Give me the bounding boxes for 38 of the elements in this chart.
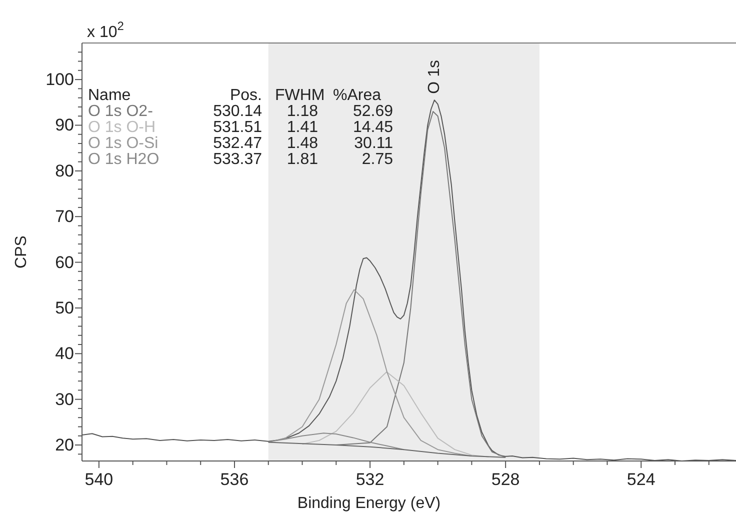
text: O 1s O-Si [88, 135, 158, 152]
annotation: 1.41 [286, 119, 318, 136]
y-tick-label: 60 [55, 252, 74, 272]
annotation: Pos. [230, 87, 262, 104]
annotation: O 1s [426, 60, 444, 94]
annotation: FWHM [275, 87, 325, 104]
y-tick-label: 40 [55, 344, 74, 364]
annotation: 531.51 [213, 119, 262, 136]
annotation: 2.75 [362, 151, 394, 168]
text: O 1s O-H [88, 119, 156, 136]
x-tick-label: 524 [626, 470, 656, 489]
annotation: %Area [333, 87, 382, 104]
annotation: Name [88, 87, 131, 104]
y-tick-label: 70 [55, 207, 74, 226]
y-axis-title: CPS [13, 236, 30, 268]
annotation: 532.47 [213, 135, 262, 152]
x-tick-label: 540 [84, 470, 114, 489]
annotation: 1.48 [286, 135, 318, 152]
annotation: 533.37 [213, 151, 262, 168]
x-axis-title: Binding Energy (eV) [297, 495, 441, 512]
text: O 1s O2- [88, 103, 153, 120]
text: x 10$^{2}$ [87, 19, 124, 41]
x-tick-label: 536 [220, 470, 249, 489]
annotation: 52.69 [352, 103, 394, 120]
y-tick-label: 30 [55, 390, 74, 409]
y-tick-label: 80 [55, 161, 74, 180]
annotation: 1.81 [286, 151, 318, 168]
annotation: 1.18 [286, 103, 318, 120]
y-tick-label: 50 [55, 298, 74, 318]
annotation: 14.45 [352, 119, 394, 136]
y-tick-label: 90 [55, 116, 74, 135]
x-tick-label: 528 [491, 470, 520, 489]
x-tick-label: 532 [356, 470, 384, 489]
annotation: 30.11 [354, 135, 394, 152]
text: O 1s H2O [88, 151, 160, 168]
y-tick-label: 100 [46, 70, 74, 90]
y-tick-label: 20 [55, 436, 74, 455]
annotation: 530.14 [213, 103, 262, 120]
